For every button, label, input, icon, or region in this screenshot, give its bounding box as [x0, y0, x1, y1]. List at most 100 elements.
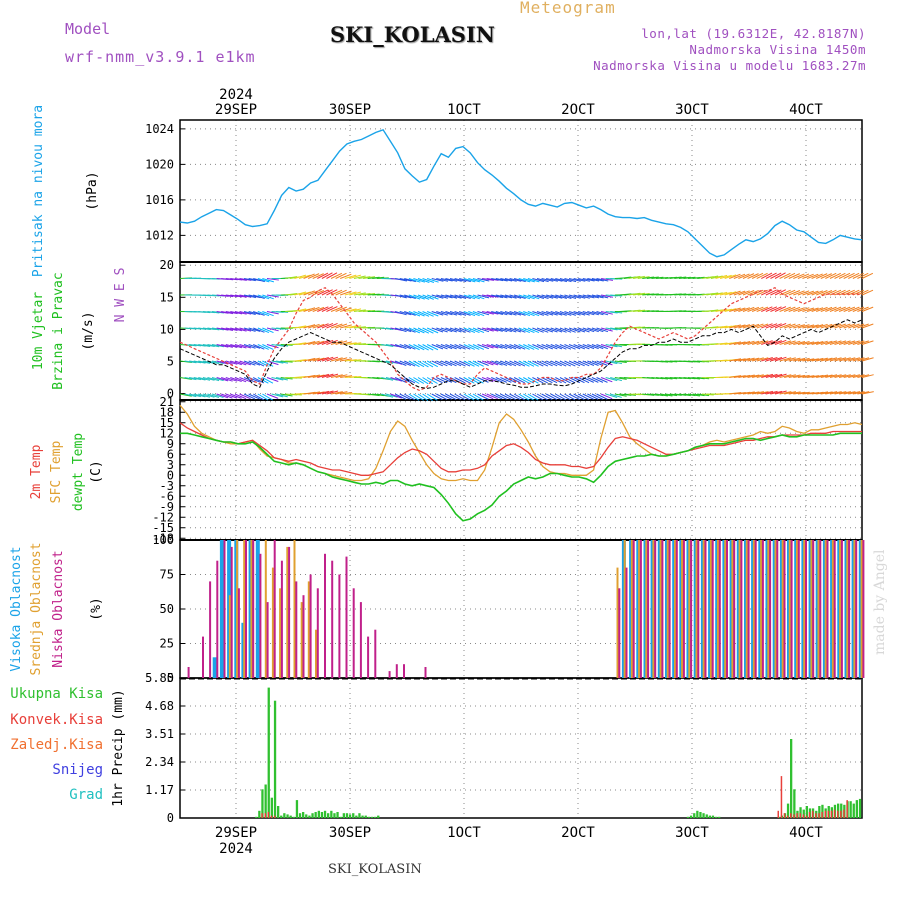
cloud-bar-low	[747, 540, 750, 678]
precip-bar-convective	[805, 815, 808, 818]
ylabel-t2m: 2m Temp	[29, 444, 44, 499]
cloud-bar-low	[259, 553, 262, 678]
precip-bar-total	[261, 789, 264, 818]
ytick-temperature-2: -12	[152, 510, 174, 524]
cloud-bar-mid	[688, 540, 691, 678]
ytick-precip-1: 1.17	[145, 783, 174, 797]
precip-bar-convective	[840, 810, 842, 818]
cloud-bar-low	[295, 581, 298, 678]
precip-bar-total	[255, 816, 258, 818]
cloud-bar-low	[812, 540, 815, 678]
precip-bar-total	[292, 816, 295, 818]
cloud-bar-low	[625, 567, 628, 678]
info-lonlat: lon,lat (19.6312E, 42.8187N)	[641, 26, 866, 41]
cloud-bar-mid	[228, 595, 231, 678]
cloud-bar-mid	[236, 540, 239, 678]
cloud-bar-mid	[796, 540, 798, 678]
precip-bar-total	[361, 815, 364, 818]
precip-bar-total	[273, 700, 277, 818]
bottom-date-3: 2OCT	[561, 825, 595, 841]
precip-bar-total	[277, 806, 280, 818]
cloud-bar-low	[374, 629, 377, 678]
panel-precip-frame	[179, 677, 863, 819]
cloud-bar-mid	[774, 540, 777, 678]
precip-bar-total	[295, 800, 299, 818]
cloud-bar-low	[797, 540, 800, 678]
ytick-temperature-7: 3	[167, 458, 174, 472]
cloud-bar-low	[826, 540, 829, 678]
cloud-bar-low	[331, 560, 334, 678]
cloud-bar-mid	[264, 540, 267, 678]
cloud-bar-mid	[745, 540, 748, 678]
cloud-bar-low	[661, 540, 664, 678]
precip-bar-total	[718, 816, 721, 818]
cloud-bar-mid	[846, 540, 849, 678]
ylabel-wind-unit: (m/s)	[81, 311, 96, 350]
precip-bar-total	[802, 809, 805, 818]
ytick-temperature-5: -3	[160, 479, 174, 493]
cloud-bar-low	[245, 540, 247, 678]
precip-bar-convective	[790, 813, 792, 818]
precip-bar-total	[699, 812, 702, 818]
top-date-5: 4OCT	[789, 102, 823, 118]
info-model-altitude: Nadmorska Visina u modelu 1683.27m	[593, 58, 866, 73]
precip-bar-convective	[799, 813, 801, 818]
precip-bar-total	[793, 789, 796, 818]
ytick-temperature-10: 12	[160, 426, 174, 440]
cloud-bar-mid	[702, 540, 705, 678]
precip-bar-total	[264, 784, 267, 818]
ytick-temperature-9: 9	[167, 437, 174, 451]
wind-direction-legend: N W E S	[113, 268, 128, 323]
precip-bar-total	[323, 810, 327, 818]
precip-bar-total	[286, 814, 289, 818]
panel-pressure-grid	[180, 120, 862, 262]
precip-bar-total	[298, 813, 302, 818]
cloud-bar-mid	[666, 540, 669, 678]
legend-total-rain: Ukupna Kisa	[10, 686, 103, 702]
cloud-bar-low	[682, 540, 685, 678]
precip-bar-convective	[824, 810, 826, 818]
precip-bar-total	[696, 810, 699, 818]
cloud-bar-mid	[279, 588, 282, 678]
ytick-cloud-1: 25	[160, 637, 174, 651]
model-label: Model	[65, 20, 111, 38]
info-altitude: Nadmorska Visina 1450m	[689, 42, 866, 57]
cloud-bar-low	[632, 540, 635, 678]
precip-bar-total	[364, 815, 367, 818]
cloud-bar-low	[302, 595, 305, 678]
precip-bar-convective	[783, 813, 786, 818]
cloud-bar-mid	[623, 540, 626, 678]
cloud-bar-mid	[659, 540, 662, 678]
precip-bar-total	[790, 739, 793, 818]
precip-bar-total	[258, 810, 261, 818]
cloud-bar-mid	[752, 540, 755, 678]
cloud-bar-low	[654, 540, 657, 678]
precip-bar-total	[283, 813, 286, 818]
cloud-bar-mid	[307, 581, 310, 678]
precip-bar-total	[370, 816, 374, 818]
cloud-bar-mid	[271, 567, 274, 678]
cloud-bar-mid	[638, 540, 641, 678]
ylabel-low-cloud: Niska Oblacnost	[51, 550, 66, 667]
ytick-cloud-4: 100	[152, 533, 174, 547]
cloud-bar-mid	[652, 540, 655, 678]
cloud-bar-high	[212, 657, 217, 678]
precip-bar-total	[311, 813, 314, 818]
cloud-bar-low	[639, 540, 642, 678]
legend-convective-rain: Konvek.Kisa	[10, 712, 103, 728]
precip-bar-convective	[261, 813, 263, 818]
top-date-1: 30SEP	[329, 102, 371, 118]
legend-hail: Grad	[69, 787, 103, 803]
ytick-temperature-6: 0	[167, 468, 174, 482]
precip-bar-convective	[846, 800, 848, 818]
precip-bar-total	[320, 812, 324, 818]
cloud-bar-low	[324, 553, 326, 678]
ytick-pressure-0: 1012	[145, 228, 174, 242]
precip-bar-convective	[815, 813, 817, 818]
precip-bar-convective	[811, 810, 814, 818]
model-name: wrf-nmm_v3.9.1 e1km	[65, 48, 256, 66]
precip-bar-total	[377, 815, 380, 818]
sfc-temp-line	[179, 404, 863, 482]
cloud-bar-low	[819, 540, 822, 678]
cloud-bar-low	[726, 540, 728, 678]
